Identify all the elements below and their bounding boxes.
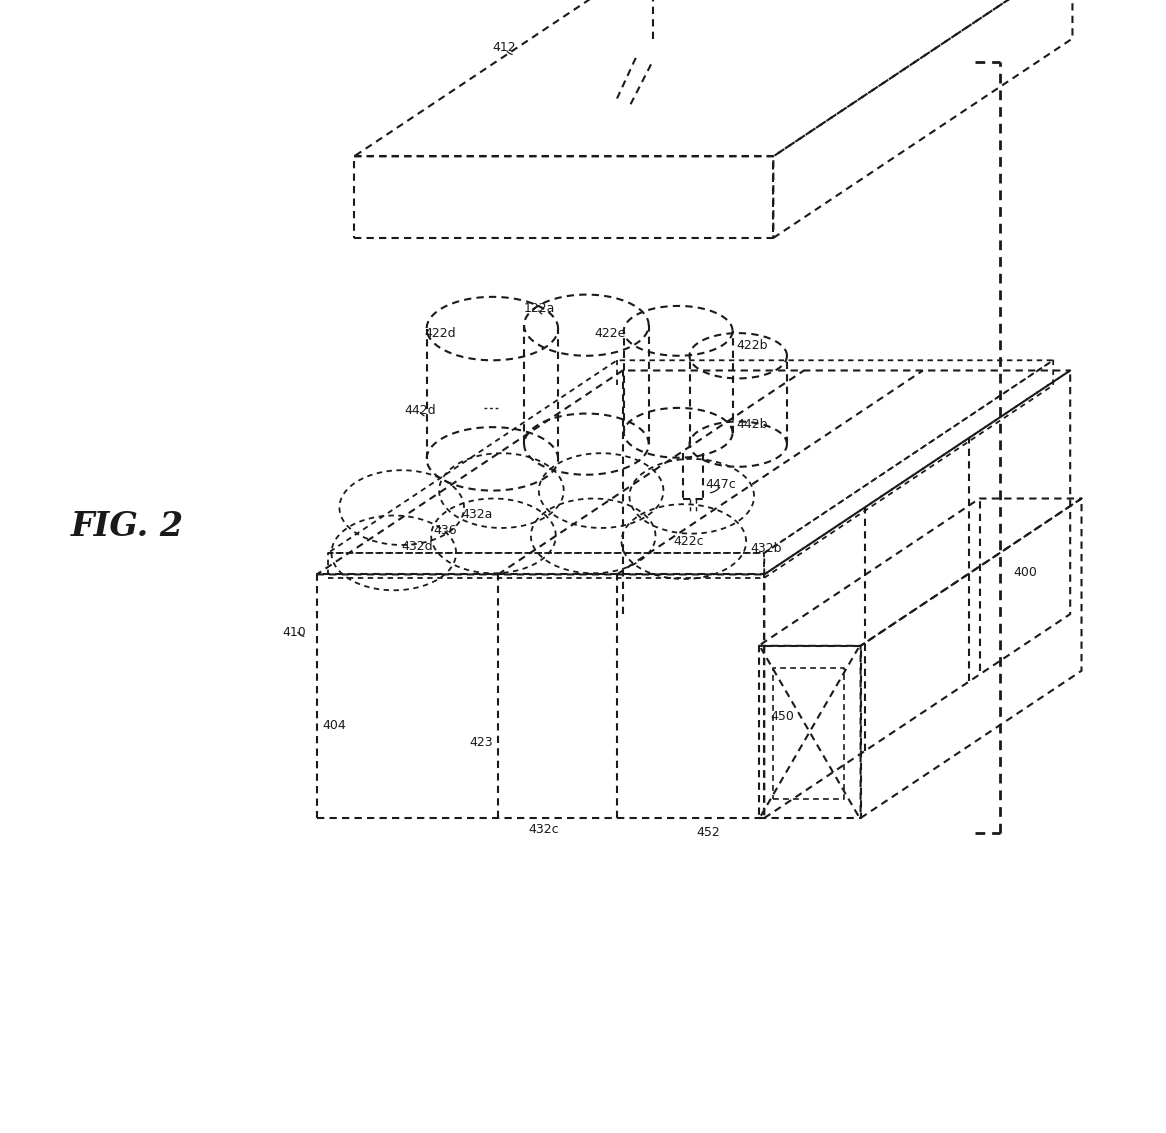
Text: 436: 436 xyxy=(434,523,457,537)
Text: 422d: 422d xyxy=(424,326,456,340)
Text: 442b: 442b xyxy=(736,418,767,432)
Text: 450: 450 xyxy=(770,709,794,723)
Text: 432b: 432b xyxy=(751,542,782,555)
Text: 422c: 422c xyxy=(674,535,704,548)
Text: 400: 400 xyxy=(1013,565,1038,579)
Text: 432a: 432a xyxy=(462,508,493,521)
Text: 412: 412 xyxy=(492,41,517,54)
Text: 410: 410 xyxy=(282,625,307,639)
Text: 432d: 432d xyxy=(402,539,434,553)
Text: 404: 404 xyxy=(323,718,346,732)
Text: 452: 452 xyxy=(696,826,721,840)
Text: 423: 423 xyxy=(470,735,493,749)
Text: 447c: 447c xyxy=(705,478,736,492)
Text: 442d: 442d xyxy=(403,403,436,417)
Text: 432c: 432c xyxy=(528,823,560,836)
Text: FIG. 2: FIG. 2 xyxy=(71,510,184,544)
Text: 422b: 422b xyxy=(736,339,767,352)
Text: 422e: 422e xyxy=(595,326,626,340)
Text: 122a: 122a xyxy=(524,301,555,315)
